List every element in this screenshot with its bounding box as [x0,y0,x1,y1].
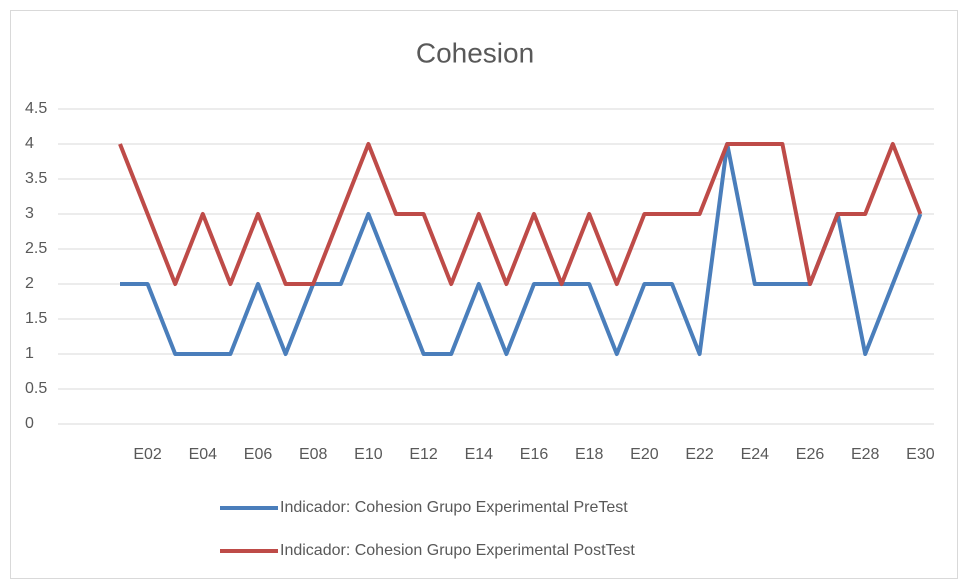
y-tick-label: 4 [25,135,34,152]
x-tick-label: E08 [299,446,328,463]
y-tick-label: 2 [25,275,34,292]
y-tick-label: 2.5 [25,240,47,257]
x-tick-label: E30 [906,446,935,463]
y-tick-label: 1.5 [25,310,47,327]
x-tick-label: E18 [575,446,604,463]
x-tick-label: E22 [685,446,714,463]
x-tick-label: E10 [354,446,383,463]
y-tick-label: 1 [25,345,34,362]
legend-label: Indicador: Cohesion Grupo Experimental P… [280,499,628,516]
x-tick-label: E26 [796,446,825,463]
x-tick-label: E06 [244,446,273,463]
x-tick-label: E04 [189,446,218,463]
y-tick-label: 3.5 [25,170,47,187]
y-tick-label: 0.5 [25,380,47,397]
legend-label: Indicador: Cohesion Grupo Experimental P… [280,542,635,559]
x-tick-label: E02 [133,446,162,463]
y-tick-label: 3 [25,205,34,222]
x-tick-label: E14 [465,446,494,463]
series-line [120,142,923,356]
x-tick-label: E24 [741,446,770,463]
x-tick-label: E20 [630,446,659,463]
x-tick-label: E16 [520,446,549,463]
x-tick-label: E12 [409,446,438,463]
y-tick-label: 0 [25,415,34,432]
y-tick-label: 4.5 [25,100,47,117]
series-line [118,142,923,286]
x-tick-label: E28 [851,446,880,463]
chart-title: Cohesion [416,37,534,68]
